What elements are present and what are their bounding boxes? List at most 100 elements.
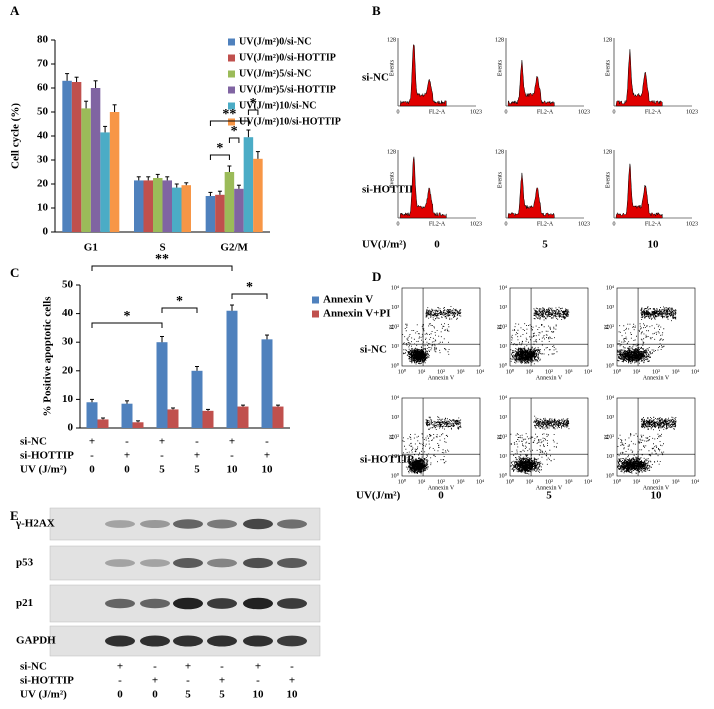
significance-bracket bbox=[161, 307, 198, 313]
bar bbox=[100, 132, 110, 232]
condition-cell: - bbox=[195, 436, 199, 448]
panel-label: A bbox=[10, 3, 20, 18]
histogram bbox=[399, 156, 447, 219]
x-title: Annexin V bbox=[643, 485, 670, 491]
condition-cell: + bbox=[124, 450, 130, 462]
hist-y-title: Events bbox=[605, 59, 611, 76]
blot-band bbox=[243, 518, 273, 530]
blot-band bbox=[140, 598, 170, 609]
x-tick-label: 10³ bbox=[672, 369, 680, 375]
condition-cell: - bbox=[125, 436, 129, 448]
error-bar bbox=[90, 398, 94, 403]
scatter-dots bbox=[510, 306, 570, 365]
scatter-dots bbox=[402, 416, 462, 475]
error-bar bbox=[236, 184, 241, 189]
bar bbox=[81, 108, 91, 232]
protein-label: γ-H2AX bbox=[15, 518, 55, 530]
condition-cell: + bbox=[89, 436, 95, 448]
uv-value: 5 bbox=[546, 490, 552, 502]
condition-cell: 0 bbox=[89, 464, 95, 476]
y-tick-label: 10 bbox=[62, 393, 74, 405]
blot-band bbox=[243, 557, 273, 569]
y-tick-label: 50 bbox=[37, 106, 49, 118]
bar bbox=[90, 88, 101, 232]
uv-value: 10 bbox=[648, 239, 660, 251]
histogram bbox=[399, 44, 447, 107]
x-title: Annexin V bbox=[643, 375, 670, 381]
condition-cell: 0 bbox=[152, 689, 158, 701]
error-bar bbox=[101, 417, 105, 420]
y-title: PI bbox=[389, 434, 395, 439]
condition-label: UV (J/m²) bbox=[20, 464, 67, 476]
x-tick-label: 10² bbox=[545, 369, 553, 375]
condition-cell: + bbox=[219, 675, 225, 687]
condition-cell: - bbox=[153, 661, 157, 673]
significance-label: * bbox=[216, 141, 223, 156]
uv-label: UV(J/m²) bbox=[362, 239, 407, 251]
y-tick-label: 70 bbox=[37, 58, 49, 70]
condition-cell: - bbox=[290, 661, 294, 673]
x-tick-label: 10² bbox=[437, 479, 445, 485]
significance-label: * bbox=[124, 309, 131, 324]
bar bbox=[215, 194, 225, 232]
y-tick-label: 30 bbox=[62, 336, 74, 348]
legend-swatch bbox=[228, 38, 235, 46]
y-title: PI bbox=[604, 324, 610, 329]
blot-band bbox=[277, 519, 307, 529]
significance-label: * bbox=[176, 294, 183, 309]
y-tick-label: 0 bbox=[43, 226, 49, 238]
y-tick-label: 40 bbox=[62, 307, 74, 319]
blot-band bbox=[105, 559, 135, 567]
y-tick-label: 10⁴ bbox=[391, 395, 399, 401]
panel-label: E bbox=[10, 508, 19, 523]
scatter-dots bbox=[510, 415, 570, 475]
bar bbox=[156, 342, 168, 428]
condition-cell: - bbox=[90, 450, 94, 462]
blot-band bbox=[243, 635, 273, 647]
legend-label: UV(J/m²)5/si-NC bbox=[239, 68, 311, 79]
hist-y-max: 128 bbox=[603, 149, 612, 155]
condition-cell: - bbox=[160, 450, 164, 462]
row-label: si-NC bbox=[362, 72, 389, 84]
blot-band bbox=[207, 635, 237, 647]
error-bar bbox=[112, 104, 117, 112]
significance-bracket bbox=[209, 154, 230, 160]
blot-band bbox=[105, 635, 135, 647]
significance-label: ** bbox=[155, 252, 169, 267]
blot-band bbox=[140, 559, 170, 567]
x-tick-label: 10⁰ bbox=[506, 368, 515, 375]
hist-y-title: Events bbox=[389, 59, 395, 76]
hist-x-max: 1023 bbox=[686, 221, 698, 227]
error-bar bbox=[136, 176, 141, 181]
x-tick-label: G2/M bbox=[220, 242, 248, 254]
error-bar bbox=[74, 76, 79, 82]
x-tick-label: 10³ bbox=[672, 479, 680, 485]
blot-band bbox=[173, 635, 203, 647]
y-tick-label: 10⁰ bbox=[391, 362, 400, 369]
y-title: PI bbox=[497, 324, 503, 329]
y-tick-label: 10¹ bbox=[606, 344, 614, 350]
hist-x-min: 0 bbox=[397, 221, 400, 227]
hist-x-max: 1023 bbox=[578, 109, 590, 115]
error-bar bbox=[171, 407, 175, 410]
hist-y-max: 128 bbox=[495, 37, 504, 43]
bar bbox=[226, 310, 238, 428]
condition-cell: 0 bbox=[117, 689, 123, 701]
significance-bracket bbox=[91, 322, 163, 328]
condition-cell: + bbox=[289, 675, 295, 687]
error-bar bbox=[93, 80, 98, 88]
panel-label: C bbox=[10, 265, 19, 280]
scatter-dots bbox=[617, 306, 677, 364]
error-bar bbox=[136, 420, 140, 423]
legend-label: UV(J/m²)0/si-NC bbox=[239, 36, 311, 47]
condition-label: si-NC bbox=[20, 436, 47, 448]
blot-band bbox=[105, 520, 135, 528]
hist-y-max: 128 bbox=[387, 37, 396, 43]
x-tick-label: 10³ bbox=[457, 479, 465, 485]
bar bbox=[97, 419, 109, 428]
y-tick-label: 50 bbox=[62, 279, 74, 291]
error-bar bbox=[103, 125, 108, 133]
y-tick-label: 10² bbox=[391, 434, 399, 440]
blot-band bbox=[173, 519, 203, 529]
y-tick-label: 10⁴ bbox=[391, 285, 399, 291]
